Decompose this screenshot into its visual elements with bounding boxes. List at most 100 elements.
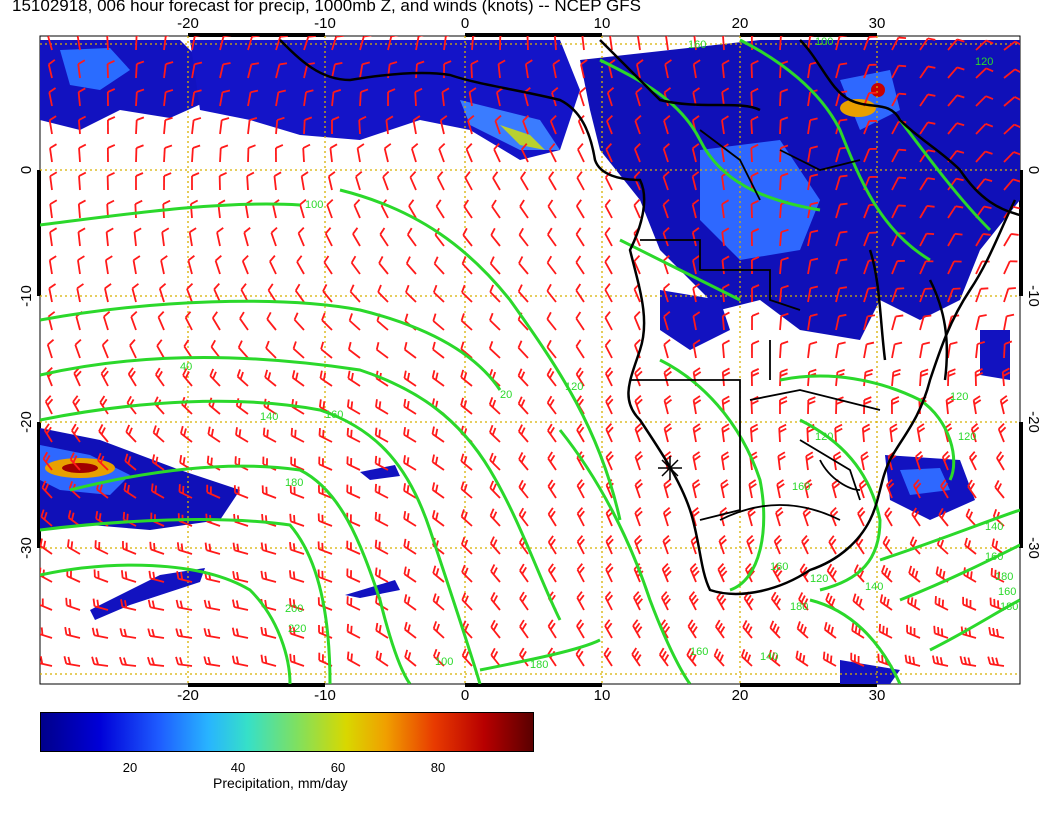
wind-barb (662, 534, 671, 555)
colorbar (40, 712, 534, 754)
wind-barb (919, 177, 936, 191)
wind-barb (687, 619, 698, 639)
wind-barb (751, 340, 760, 359)
wind-barb (975, 287, 989, 303)
wind-barb (348, 313, 361, 331)
wind-barb (605, 535, 614, 555)
wind-barb (403, 483, 417, 499)
wind-barb (975, 340, 986, 359)
wind-barb (436, 171, 445, 191)
wind-barb (779, 312, 789, 331)
contour-label: 120 (950, 391, 968, 403)
wind-barb (415, 60, 425, 79)
wind-barb (970, 422, 980, 443)
wind-barb (358, 115, 367, 135)
wind-barb (433, 256, 445, 275)
wind-barb (575, 311, 585, 331)
wind-barb (576, 507, 585, 527)
wind-barb (919, 314, 932, 331)
wind-barb (770, 591, 782, 611)
wind-barb (106, 88, 116, 107)
wind-barb (460, 313, 473, 331)
wind-barb (119, 628, 137, 639)
wind-barb (158, 282, 167, 303)
wind-barb (374, 567, 389, 583)
wind-barb (300, 171, 309, 191)
country-borders (630, 129, 881, 521)
wind-barb (919, 287, 933, 303)
wind-barb (779, 116, 789, 135)
wind-barb (261, 485, 277, 499)
wind-barb (346, 456, 361, 471)
wind-barb (519, 199, 529, 219)
wind-barb (919, 341, 931, 359)
wind-barb (353, 199, 361, 219)
wind-barb (318, 428, 333, 443)
wind-barb (346, 427, 361, 443)
wind-barb (742, 620, 753, 639)
wind-barb (919, 149, 936, 163)
wind-barb (218, 172, 227, 191)
wind-barb (160, 255, 168, 275)
wind-barb (721, 87, 730, 107)
lon-label: 20 (732, 15, 749, 32)
wind-barb (860, 451, 869, 471)
wind-barb (660, 591, 671, 611)
wind-barb (203, 599, 221, 611)
contour-label: 100 (305, 199, 323, 211)
wind-barb (604, 255, 613, 275)
wind-barb (49, 171, 58, 191)
wind-barb (375, 622, 389, 639)
wind-barb (321, 312, 333, 331)
wind-barb (665, 36, 674, 51)
wind-barb (1001, 367, 1011, 387)
wind-barb (191, 172, 200, 191)
wind-barb (435, 199, 445, 219)
wind-barb (750, 143, 759, 163)
wind-barb (246, 171, 255, 191)
wind-barb (777, 451, 786, 471)
wind-barb (605, 143, 613, 163)
wind-barb (750, 59, 759, 79)
wind-barb (835, 286, 848, 303)
wind-barb (604, 591, 614, 611)
wind-barb (461, 256, 473, 275)
wind-barb (1003, 68, 1020, 79)
wind-barb (406, 227, 417, 247)
wind-barb (850, 652, 865, 667)
wind-barb (133, 227, 142, 247)
wind-barb (106, 171, 115, 191)
wind-barb (275, 89, 287, 107)
wind-barb (1003, 123, 1020, 135)
wind-barb (852, 593, 865, 611)
wind-barb (187, 255, 195, 275)
wind-barb (433, 648, 445, 667)
wind-barb (163, 61, 174, 79)
wind-barb (106, 144, 116, 163)
wind-barb (247, 62, 260, 79)
wind-barb (432, 621, 445, 639)
wind-barb (296, 255, 305, 275)
wind-barb (346, 540, 361, 555)
wind-barb (547, 199, 557, 219)
contour-label: 160 (770, 561, 788, 573)
wind-barb (891, 287, 905, 303)
wind-barb (403, 594, 417, 611)
lon-labels-bottom: -20 -10 0 10 20 30 (177, 687, 885, 700)
lat-label: -30 (1025, 537, 1042, 559)
wind-barb (211, 311, 221, 331)
contour-label: 120 (565, 381, 583, 393)
wind-barb (663, 479, 672, 499)
lon-labels-top: -20 -10 0 10 20 30 (177, 15, 885, 32)
wind-barb (383, 143, 392, 163)
wind-barb (377, 284, 389, 303)
wind-barb (609, 36, 618, 51)
wind-barb (547, 451, 557, 471)
contour-label: 100 (435, 656, 453, 668)
wind-barb (288, 570, 305, 583)
wind-barb (191, 61, 203, 79)
wind-barb (546, 339, 557, 359)
wind-barb (1003, 40, 1020, 51)
wind-barb (779, 340, 789, 359)
wind-barb (439, 115, 448, 135)
